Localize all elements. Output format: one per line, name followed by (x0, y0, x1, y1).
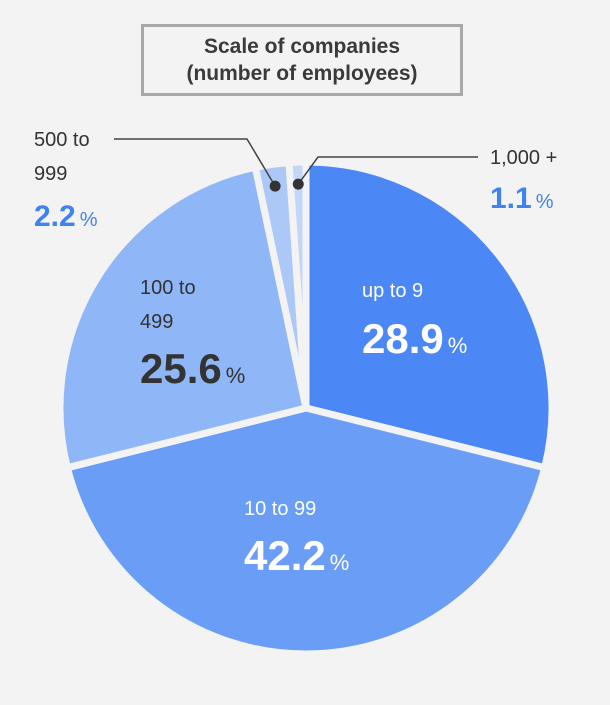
label-10-to-99: 10 to 99 (244, 498, 316, 520)
value-10-to-99: 42.2% (244, 532, 349, 579)
label-500-to-999-line-2: 999 (34, 163, 67, 185)
chart-title-line-1: Scale of companies (203, 35, 401, 58)
value-1000-plus: 1.1% (490, 182, 554, 215)
value-10-to-99-number: 42.2 (244, 532, 326, 579)
pie-slice-100-to-499 (56, 163, 310, 472)
leader-line-1000-plus (297, 156, 478, 185)
pie-slice-up-to-9 (302, 158, 556, 472)
value-500-to-999: 2.2% (34, 200, 98, 233)
chart-title-line-2: (number of employees) (186, 62, 418, 85)
value-1000-plus-number: 1.1 (490, 182, 532, 215)
value-100-to-499-number: 25.6 (140, 345, 222, 392)
label-1000-plus: 1,000 + (490, 147, 557, 169)
label-100-to-499-line-2: 499 (140, 311, 173, 333)
pie-labels: up to 9 28.9 % 10 to 99 42.2 % 100 to 499 25.6 % 5… (34, 129, 557, 579)
value-up-to-9-number: 28.9 (362, 315, 444, 362)
leader-line-500-to-999 (114, 138, 276, 187)
label-100-to-499-line-1: 100 to (140, 277, 196, 299)
value-100-to-499: 25.6% (140, 345, 245, 392)
leader-dot-500-to-999 (269, 180, 281, 192)
value-500-to-999-number: 2.2 (34, 200, 76, 233)
leader-dot-1000-plus (292, 178, 304, 190)
value-100-to-499-unit: % (226, 363, 246, 388)
value-up-to-9-unit: % (448, 333, 468, 358)
value-10-to-99-unit: % (330, 550, 350, 575)
label-up-to-9: up to 9 (362, 280, 423, 302)
label-500-to-999-line-1: 500 to (34, 129, 90, 151)
chart-title-box: Scale of companies (number of employees) (141, 24, 463, 96)
pie-slice-1000-plus (285, 158, 310, 412)
pie-slices (56, 158, 556, 658)
value-up-to-9: 28.9% (362, 315, 467, 362)
value-1000-plus-unit: % (536, 191, 554, 213)
value-500-to-999-unit: % (80, 209, 98, 231)
pie-slice-10-to-99 (63, 404, 549, 658)
